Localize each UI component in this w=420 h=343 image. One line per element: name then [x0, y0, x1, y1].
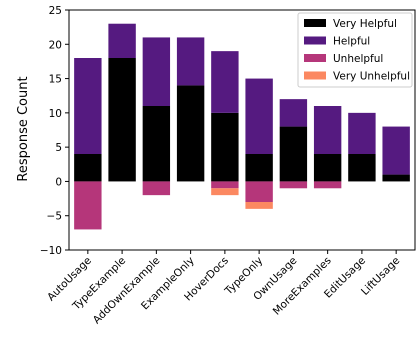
y-tick-label: 25	[49, 5, 62, 17]
y-tick-label: −10	[40, 245, 62, 257]
legend-label: Unhelpful	[333, 53, 383, 65]
legend-box	[297, 12, 413, 88]
bar-autousage-series-1	[74, 58, 102, 154]
legend-swatch	[304, 54, 326, 62]
bar-hoverdocs-series-1	[211, 51, 239, 113]
bar-exampleonly-series-1	[176, 37, 205, 86]
bar-typeexample-series-1	[108, 23, 136, 58]
y-tick-label: 5	[55, 142, 62, 154]
bar-typeonly-series-3	[245, 202, 273, 209]
bar-hoverdocs-series-2	[211, 181, 239, 189]
x-axis: AutoUsageTypeExampleAddOwnExampleExample…	[45, 250, 402, 326]
bar-typeonly-series-0	[245, 154, 273, 182]
y-axis: −10 −5 0 5 10 15 20 25	[40, 5, 69, 257]
bar-liftusage-series-0	[382, 174, 410, 182]
y-tick-label: 0	[55, 176, 62, 188]
bar-ownusage-series-0	[279, 126, 308, 182]
bar-autousage-series-0	[74, 154, 102, 182]
bar-typeonly-series-1	[245, 78, 273, 154]
legend-swatch	[304, 19, 326, 27]
bar-addownexample-series-0	[142, 106, 171, 182]
bar-moreexamples-series-0	[313, 154, 342, 182]
legend-swatch	[304, 36, 326, 45]
bar-editusage-series-0	[348, 154, 376, 182]
bar-exampleonly-series-0	[176, 85, 205, 182]
bar-ownusage-series-2	[279, 181, 308, 189]
bar-moreexamples-series-2	[313, 181, 342, 189]
bar-hoverdocs-series-3	[211, 188, 239, 196]
y-tick-label: 20	[49, 39, 62, 51]
bar-autousage-series-2	[74, 181, 102, 230]
legend-swatch	[304, 71, 326, 80]
legend-label: Helpful	[333, 36, 370, 48]
y-tick-label: −5	[47, 211, 62, 223]
y-tick-label: 10	[49, 108, 62, 120]
bar-hoverdocs-series-0	[211, 112, 239, 182]
bar-typeonly-series-2	[245, 181, 273, 202]
y-tick-label: 15	[49, 74, 62, 86]
y-axis-label: Response Count	[16, 76, 31, 181]
legend-label: Very Unhelpful	[333, 71, 410, 83]
bar-moreexamples-series-1	[313, 106, 342, 154]
plot-frame	[68, 9, 416, 251]
bar-typeexample-series-0	[108, 58, 136, 182]
legend: Very Helpful Helpful Unhelpful Very Unhelpf…	[297, 12, 413, 88]
bar-addownexample-series-1	[142, 37, 171, 106]
legend-label: Very Helpful	[333, 18, 397, 30]
bar-ownusage-series-1	[279, 99, 308, 127]
bars-group	[74, 23, 410, 230]
bar-liftusage-series-1	[382, 126, 410, 175]
bar-editusage-series-1	[348, 112, 376, 154]
bar-addownexample-series-2	[142, 181, 171, 196]
